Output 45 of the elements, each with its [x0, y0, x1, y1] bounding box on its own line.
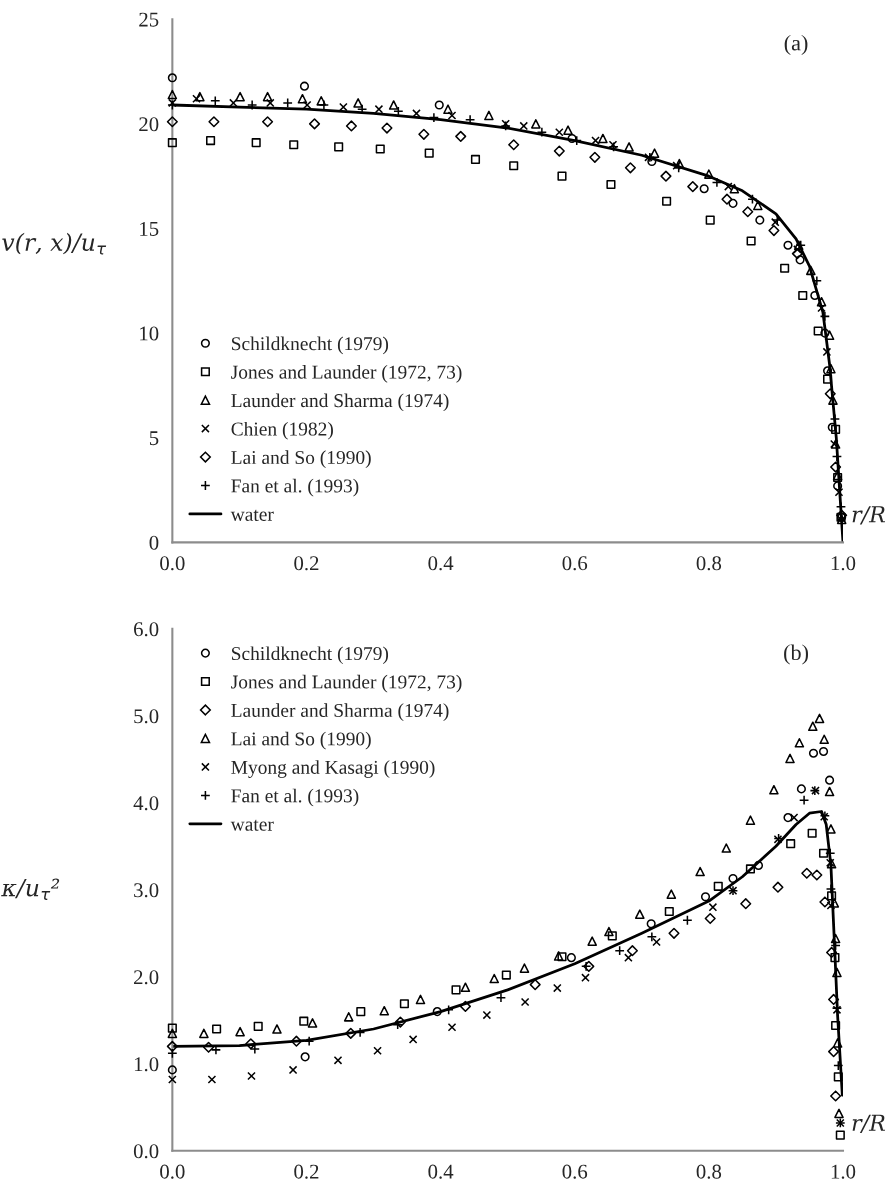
y-tick-label: 1.0 [134, 1057, 159, 1072]
legend-label: Fan et al. (1993) [231, 788, 359, 807]
legend-label: Chien (1982) [231, 421, 333, 440]
x-tick-label: 0.0 [160, 556, 185, 571]
legend-label: Schildknecht (1979) [231, 646, 389, 665]
annotation: (a) [784, 34, 808, 56]
x-tick-label: 0.0 [160, 1164, 185, 1179]
x-tick-label: 0.8 [696, 1164, 722, 1179]
x-tick-label: 0.6 [562, 556, 588, 571]
x-tick-label: 0.2 [294, 1164, 319, 1179]
x-tick-label: 0.4 [428, 1164, 454, 1179]
legend-label: water [230, 509, 274, 521]
legend-label: water [230, 819, 274, 831]
x-tick-label: 0.4 [428, 556, 454, 571]
legend-label: Launder and Sharma (1974) [231, 393, 449, 412]
y-tick-label: 5 [149, 431, 159, 446]
y-tick-label: 5.0 [134, 709, 159, 724]
x-tick-label: 0.2 [294, 556, 319, 571]
y-tick-label: 0.0 [133, 1144, 159, 1159]
x-tick-label: 0.8 [696, 556, 722, 571]
legend-label: Jones and Launder (1972, 73) [231, 365, 462, 383]
y-axis-title: κ/u$_{τ}$² [1, 878, 60, 900]
y-tick-label: 2.0 [134, 970, 159, 985]
x-tick-label: 1.0 [831, 556, 856, 571]
y-tick-label: 4.0 [133, 796, 159, 811]
y-tick-label: 6.0 [134, 622, 159, 637]
legend-label: Myong and Kasagi (1990) [231, 760, 435, 778]
y-axis-title: v(r, x)/u$_{τ}$ [2, 232, 107, 255]
y-tick-label: 0 [149, 535, 159, 550]
legend-label: Jones and Launder (1972, 73) [231, 674, 462, 693]
y-tick-label: 3.0 [134, 883, 159, 898]
x-tick-label: 1.0 [831, 1164, 856, 1179]
legend-label: Launder and Sharma (1974) [231, 703, 449, 721]
x-axis-title: r/R [852, 506, 886, 525]
x-tick-label: 0.6 [562, 1164, 588, 1179]
annotation: (b) [784, 644, 809, 665]
y-tick-label: 10 [140, 326, 159, 341]
legend-label: Lai and So (1990) [231, 450, 371, 469]
legend-label: Fan et al. (1993) [231, 478, 359, 497]
y-tick-label: 15 [140, 221, 159, 236]
y-tick-label: 20 [139, 117, 159, 132]
y-tick-label: 25 [139, 12, 159, 27]
legend-label: Schildknecht (1979) [231, 336, 389, 355]
x-axis-title: r/R [852, 1114, 886, 1133]
legend-label: Lai and So (1990) [231, 731, 371, 750]
